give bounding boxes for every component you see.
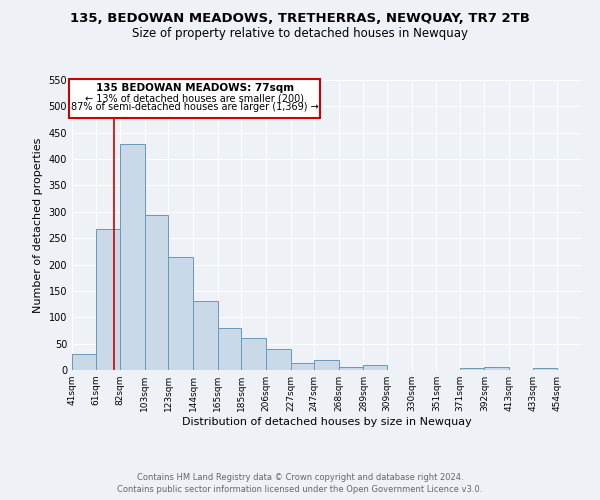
Text: Contains HM Land Registry data © Crown copyright and database right 2024.: Contains HM Land Registry data © Crown c… — [137, 472, 463, 482]
Bar — [314, 360, 339, 370]
Text: Contains public sector information licensed under the Open Government Licence v3: Contains public sector information licen… — [118, 485, 482, 494]
Bar — [169, 257, 193, 370]
Text: Size of property relative to detached houses in Newquay: Size of property relative to detached ho… — [132, 28, 468, 40]
Bar — [266, 349, 290, 370]
Text: 87% of semi-detached houses are larger (1,369) →: 87% of semi-detached houses are larger (… — [71, 102, 319, 112]
Bar — [120, 144, 145, 370]
Text: ← 13% of detached houses are smaller (200): ← 13% of detached houses are smaller (20… — [85, 93, 304, 103]
X-axis label: Distribution of detached houses by size in Newquay: Distribution of detached houses by size … — [182, 417, 472, 427]
Bar — [95, 228, 120, 370]
FancyBboxPatch shape — [70, 78, 320, 118]
Bar — [460, 368, 484, 370]
Bar — [290, 363, 314, 370]
Bar — [218, 328, 241, 370]
Bar — [241, 338, 266, 370]
Bar — [193, 302, 218, 370]
Bar — [364, 366, 387, 370]
Bar — [145, 215, 169, 370]
Bar — [339, 368, 364, 370]
Bar — [484, 368, 509, 370]
Bar — [72, 354, 95, 370]
Text: 135 BEDOWAN MEADOWS: 77sqm: 135 BEDOWAN MEADOWS: 77sqm — [96, 83, 294, 93]
Text: 135, BEDOWAN MEADOWS, TRETHERRAS, NEWQUAY, TR7 2TB: 135, BEDOWAN MEADOWS, TRETHERRAS, NEWQUA… — [70, 12, 530, 26]
Bar — [533, 368, 557, 370]
Y-axis label: Number of detached properties: Number of detached properties — [33, 138, 43, 312]
